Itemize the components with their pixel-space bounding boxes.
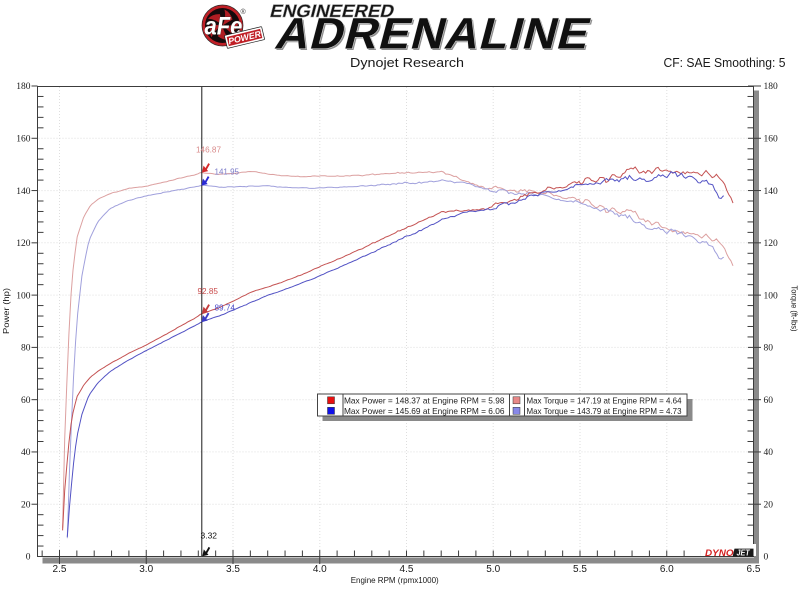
- svg-text:89.74: 89.74: [215, 303, 236, 313]
- svg-text:3.32: 3.32: [201, 531, 218, 541]
- svg-text:®: ®: [241, 8, 247, 16]
- svg-text:Max Torque = 143.79 at Engine: Max Torque = 143.79 at Engine RPM = 4.73: [527, 406, 682, 416]
- svg-text:2.5: 2.5: [53, 564, 67, 575]
- svg-text:141.95: 141.95: [215, 167, 240, 177]
- svg-text:20: 20: [764, 500, 774, 510]
- svg-text:CF: SAE Smoothing: 5: CF: SAE Smoothing: 5: [664, 56, 786, 70]
- svg-text:Dynojet Research: Dynojet Research: [350, 55, 464, 70]
- svg-text:JET: JET: [737, 548, 751, 557]
- svg-text:Power (hp): Power (hp): [1, 288, 11, 334]
- svg-text:Engine RPM (rpmx1000): Engine RPM (rpmx1000): [351, 575, 439, 585]
- svg-text:6.0: 6.0: [660, 564, 674, 575]
- svg-text:80: 80: [21, 344, 31, 354]
- svg-text:92.85: 92.85: [198, 286, 219, 296]
- svg-text:140: 140: [764, 187, 779, 197]
- svg-text:Max Power = 145.69 at Engine R: Max Power = 145.69 at Engine RPM = 6.06: [344, 406, 505, 416]
- svg-text:ADRENALINE: ADRENALINE: [271, 9, 597, 58]
- svg-text:146.87: 146.87: [196, 145, 221, 155]
- svg-text:5.5: 5.5: [573, 564, 587, 575]
- svg-text:160: 160: [764, 135, 779, 145]
- svg-text:80: 80: [764, 344, 774, 354]
- svg-text:5.0: 5.0: [486, 564, 500, 575]
- svg-text:180: 180: [16, 82, 31, 92]
- svg-text:40: 40: [764, 448, 774, 458]
- svg-text:3.5: 3.5: [226, 564, 240, 575]
- svg-text:140: 140: [16, 187, 31, 197]
- svg-text:0: 0: [26, 553, 31, 563]
- svg-text:180: 180: [764, 82, 779, 92]
- svg-text:20: 20: [21, 500, 31, 510]
- svg-text:Max Torque = 147.19 at Engine: Max Torque = 147.19 at Engine RPM = 4.64: [527, 396, 682, 406]
- svg-text:4.0: 4.0: [313, 564, 327, 575]
- svg-text:ADRENALINE: ADRENALINE: [272, 11, 598, 60]
- svg-text:6.5: 6.5: [747, 564, 761, 575]
- svg-text:0: 0: [764, 553, 769, 563]
- svg-text:40: 40: [21, 448, 31, 458]
- svg-text:60: 60: [764, 396, 774, 406]
- svg-text:ENGINEERED: ENGINEERED: [268, 1, 397, 21]
- svg-text:120: 120: [16, 239, 31, 249]
- svg-text:60: 60: [21, 396, 31, 406]
- svg-text:DYNO: DYNO: [705, 549, 734, 559]
- svg-text:4.5: 4.5: [400, 564, 414, 575]
- svg-text:3.0: 3.0: [139, 564, 153, 575]
- svg-text:160: 160: [16, 135, 31, 145]
- svg-text:120: 120: [764, 239, 779, 249]
- svg-text:Torque (ft-lbs): Torque (ft-lbs): [790, 286, 800, 332]
- svg-text:100: 100: [764, 291, 779, 301]
- svg-text:100: 100: [16, 291, 31, 301]
- svg-text:Max Power = 148.37 at Engine R: Max Power = 148.37 at Engine RPM = 5.98: [344, 396, 505, 406]
